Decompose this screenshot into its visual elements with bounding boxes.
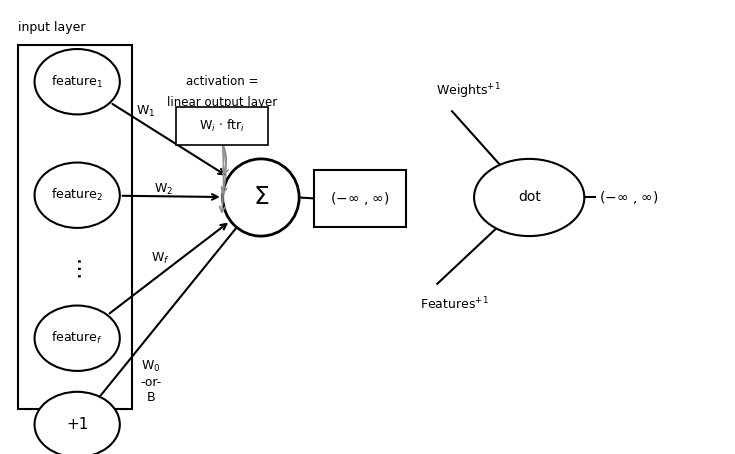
Ellipse shape [223,159,299,236]
Text: W$_1$: W$_1$ [136,104,155,119]
Text: W$_2$: W$_2$ [154,182,173,197]
FancyBboxPatch shape [176,107,268,145]
Text: feature$_2$: feature$_2$ [51,187,103,203]
Text: $(-∞$ , $∞)$: $(-∞$ , $∞)$ [599,189,659,206]
Text: linear output layer: linear output layer [167,96,277,109]
Ellipse shape [35,392,120,454]
Text: feature$_f$: feature$_f$ [51,330,103,346]
Ellipse shape [35,49,120,114]
Text: Weights$^{+1}$: Weights$^{+1}$ [437,81,501,101]
Ellipse shape [35,306,120,371]
Text: dot: dot [517,191,541,204]
Text: W$_i$ ⋅ ftr$_i$: W$_i$ ⋅ ftr$_i$ [199,118,245,134]
Text: $\Sigma$: $\Sigma$ [253,186,269,209]
FancyBboxPatch shape [18,45,132,409]
Text: feature$_1$: feature$_1$ [51,74,104,90]
Text: input layer: input layer [18,21,86,34]
FancyBboxPatch shape [314,170,406,227]
Text: activation =: activation = [186,75,258,88]
Text: +1: +1 [66,417,88,432]
Text: ⋯: ⋯ [67,254,87,277]
Text: Features$^{+1}$: Features$^{+1}$ [420,296,489,312]
Text: ($-∞$ , $∞$): ($-∞$ , $∞$) [330,190,390,207]
Text: W$_f$: W$_f$ [151,251,169,266]
Ellipse shape [35,163,120,228]
Text: W$_0$
-or-
B: W$_0$ -or- B [140,359,161,404]
Ellipse shape [474,159,584,236]
